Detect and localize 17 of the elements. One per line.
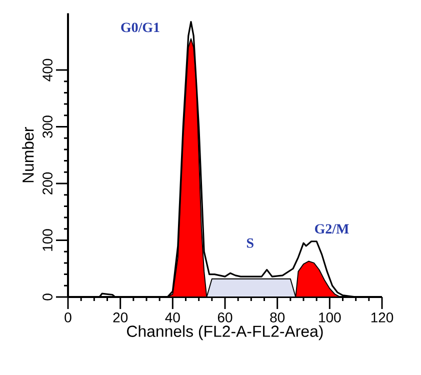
x-tick-label: 120 — [371, 312, 394, 322]
annotation: G2/M — [315, 224, 349, 234]
x-tick-label: 0 — [64, 312, 72, 322]
y-axis-title: Number — [22, 127, 34, 182]
annotation: G0/G1 — [121, 22, 160, 32]
y-tick-label: 400 — [42, 58, 52, 82]
x-tick-label: 100 — [319, 312, 341, 322]
x-tick-label: 80 — [270, 312, 285, 322]
y-tick-label: 100 — [42, 229, 52, 251]
x-tick-label: 20 — [113, 312, 128, 322]
x-tick-label: 40 — [165, 312, 180, 322]
annotation: S — [246, 238, 254, 248]
y-tick-label: 0 — [42, 294, 52, 300]
y-tick-label: 300 — [42, 116, 52, 138]
x-tick-label: 60 — [218, 312, 232, 322]
y-tick-label: 200 — [42, 172, 52, 194]
x-axis-title: Channels (FL2-A-FL2-Area) — [127, 325, 323, 340]
